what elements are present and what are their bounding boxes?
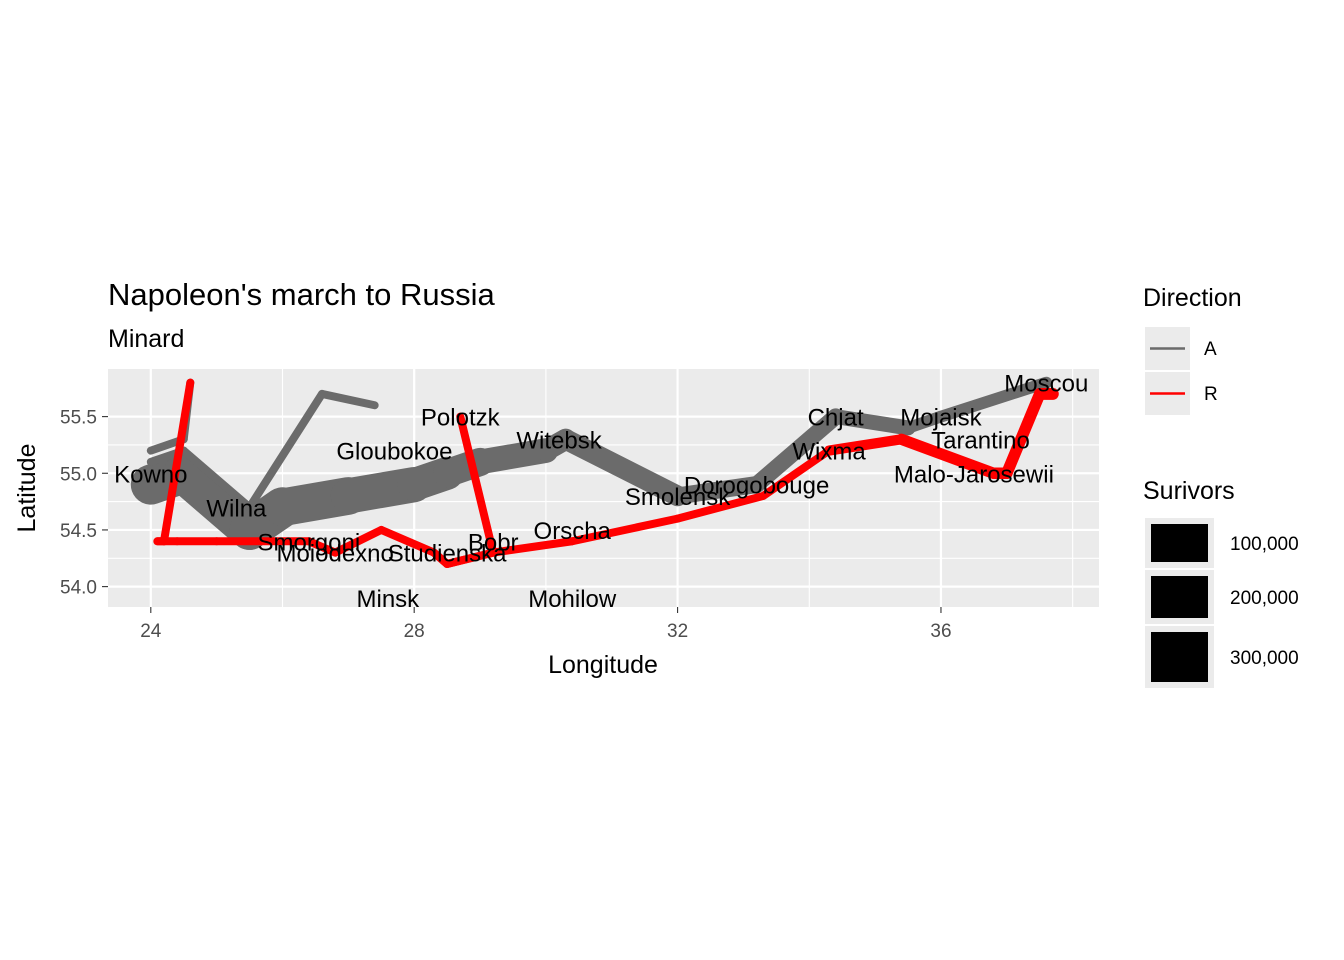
x-axis: 24 28 32 36 xyxy=(140,607,952,642)
city-label: Bobr xyxy=(468,529,519,556)
city-label: Chjat xyxy=(808,405,864,432)
legend-survivors-title: Surivors xyxy=(1143,477,1235,505)
y-tick-label: 55.0 xyxy=(60,464,97,485)
troop-segment-A-g2 xyxy=(318,389,379,410)
troop-segment-A-g1 xyxy=(828,409,916,436)
troop-segment-R-g3 xyxy=(159,378,195,546)
troop-segment-R-g1 xyxy=(1001,388,1046,480)
troop-segment-R-g1 xyxy=(895,433,1000,479)
city-label: Smolensk xyxy=(625,484,731,511)
troop-segment-R-g1 xyxy=(489,537,577,557)
city-label: Malo-Jarosewii xyxy=(894,461,1054,488)
plot-panel xyxy=(108,369,1099,607)
y-tick-label: 54.0 xyxy=(60,578,97,599)
city-label: Mojaisk xyxy=(900,405,982,432)
troop-segment-R-g1 xyxy=(304,537,340,557)
troop-segment-R-g1 xyxy=(331,525,386,557)
chart-subtitle: Minard xyxy=(108,325,184,353)
legend-direction-title: Direction xyxy=(1143,284,1242,312)
city-label: Polotzk xyxy=(421,405,501,432)
x-tick-label: 24 xyxy=(140,621,162,642)
city-label: Dorogobouge xyxy=(684,473,829,500)
legend-survivors: Surivors 100,000 200,000 300,000 xyxy=(1143,477,1299,688)
x-tick-label: 36 xyxy=(930,621,951,642)
city-label: Minsk xyxy=(357,586,421,613)
troop-segment-A-g2 xyxy=(179,446,254,512)
troop-segment-R-g2 xyxy=(456,412,498,557)
legend-size-swatch xyxy=(1151,576,1208,618)
legend-size-swatch xyxy=(1151,524,1208,562)
troop-segment-R-g1 xyxy=(377,525,438,557)
legend-survivors-label: 100,000 xyxy=(1230,534,1299,555)
city-label: Mohilow xyxy=(528,586,617,613)
city-label: Smorgoni xyxy=(257,529,360,556)
troop-segment-A-g1 xyxy=(935,376,1053,423)
x-axis-title: Longitude xyxy=(548,651,658,679)
troop-segment-R-g1 xyxy=(759,446,834,500)
city-label: Wixma xyxy=(792,439,866,466)
city-label: Kowno xyxy=(114,461,187,488)
x-tick-label: 28 xyxy=(404,621,425,642)
legend-survivors-label: 200,000 xyxy=(1230,588,1299,609)
troop-segment-A-g1 xyxy=(748,408,844,493)
y-axis-title: Latitude xyxy=(13,444,41,533)
city-label: Witebsk xyxy=(516,427,602,454)
troop-segment-A-g1 xyxy=(467,438,559,475)
city-label: Orscha xyxy=(534,518,612,545)
troop-segment-R-g1 xyxy=(568,514,682,546)
city-label: Gloubokoe xyxy=(336,439,452,466)
troop-segment-A-g2 xyxy=(245,389,327,512)
legend-direction-label: A xyxy=(1204,339,1217,360)
city-label: Moiodexno xyxy=(276,541,393,568)
troop-segment-R-g2 xyxy=(429,548,452,568)
city-label: Wilna xyxy=(206,495,267,522)
legend-direction: Direction A R xyxy=(1143,284,1242,415)
y-axis: 54.0 54.5 55.0 55.5 xyxy=(60,408,108,599)
troop-segment-A-g1 xyxy=(555,428,688,507)
city-label: Moscou xyxy=(1004,371,1088,398)
troop-segment-R-g1 xyxy=(823,434,907,456)
legend-survivors-label: 300,000 xyxy=(1230,648,1299,669)
troop-paths xyxy=(130,376,1059,568)
x-tick-label: 32 xyxy=(667,621,688,642)
legend-size-swatch xyxy=(1151,632,1208,682)
troop-segment-A-g1 xyxy=(669,476,766,505)
y-tick-label: 54.5 xyxy=(60,521,97,542)
legend-direction-label: R xyxy=(1204,384,1218,405)
grid-lines xyxy=(108,369,1099,607)
y-tick-label: 55.5 xyxy=(60,408,97,429)
city-label: Studienska xyxy=(388,541,507,568)
troop-segment-R-g1 xyxy=(673,491,768,523)
troop-segment-R-g2 xyxy=(443,548,498,568)
chart-title: Napoleon's march to Russia xyxy=(108,277,495,312)
city-label: Tarantino xyxy=(931,427,1030,454)
